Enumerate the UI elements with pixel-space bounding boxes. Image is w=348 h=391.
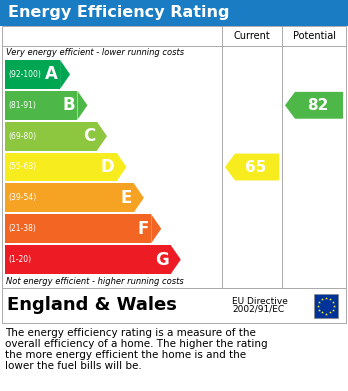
Text: (81-91): (81-91) [8,101,36,110]
Text: 2002/91/EC: 2002/91/EC [232,305,284,314]
Text: B: B [63,96,76,114]
Polygon shape [134,183,144,212]
Text: (21-38): (21-38) [8,224,36,233]
Polygon shape [117,152,127,181]
Text: Potential: Potential [293,31,335,41]
Text: 82: 82 [307,98,328,113]
Text: C: C [83,127,95,145]
Bar [0,0,348,26]
Text: lower the fuel bills will be.: lower the fuel bills will be. [5,361,142,371]
Polygon shape [225,154,279,180]
Text: Current: Current [234,31,270,41]
Polygon shape [60,60,70,89]
Text: The energy efficiency rating is a measure of the: The energy efficiency rating is a measur… [5,328,256,338]
Text: (39-54): (39-54) [8,194,36,203]
Polygon shape [285,92,343,119]
Polygon shape [78,91,87,120]
Bar [2,288,346,323]
Text: overall efficiency of a home. The higher the rating: overall efficiency of a home. The higher… [5,339,268,349]
Polygon shape [171,245,181,274]
Text: (1-20): (1-20) [8,255,31,264]
Text: F: F [138,220,149,238]
Bar [5,183,134,212]
Text: EU Directive: EU Directive [232,297,288,306]
Text: Very energy efficient - lower running costs: Very energy efficient - lower running co… [6,48,184,57]
Bar [5,122,97,151]
Text: Not energy efficient - higher running costs: Not energy efficient - higher running co… [6,277,184,286]
Text: D: D [101,158,114,176]
Bar [5,214,151,243]
Bar [5,91,78,120]
Bar [5,245,171,274]
Text: (69-80): (69-80) [8,132,36,141]
Bar [5,152,117,181]
Text: England & Wales: England & Wales [7,296,177,314]
Text: Energy Efficiency Rating: Energy Efficiency Rating [8,5,229,20]
Bar [314,294,338,317]
Polygon shape [97,122,107,151]
Text: the more energy efficient the home is and the: the more energy efficient the home is an… [5,350,246,360]
Bar [5,60,60,89]
Text: G: G [155,251,169,269]
Polygon shape [151,214,161,243]
Text: A: A [45,65,58,83]
Text: (92-100): (92-100) [8,70,41,79]
Bar [2,26,346,288]
Text: (55-68): (55-68) [8,163,36,172]
Text: E: E [120,189,132,207]
Text: 65: 65 [245,160,266,174]
